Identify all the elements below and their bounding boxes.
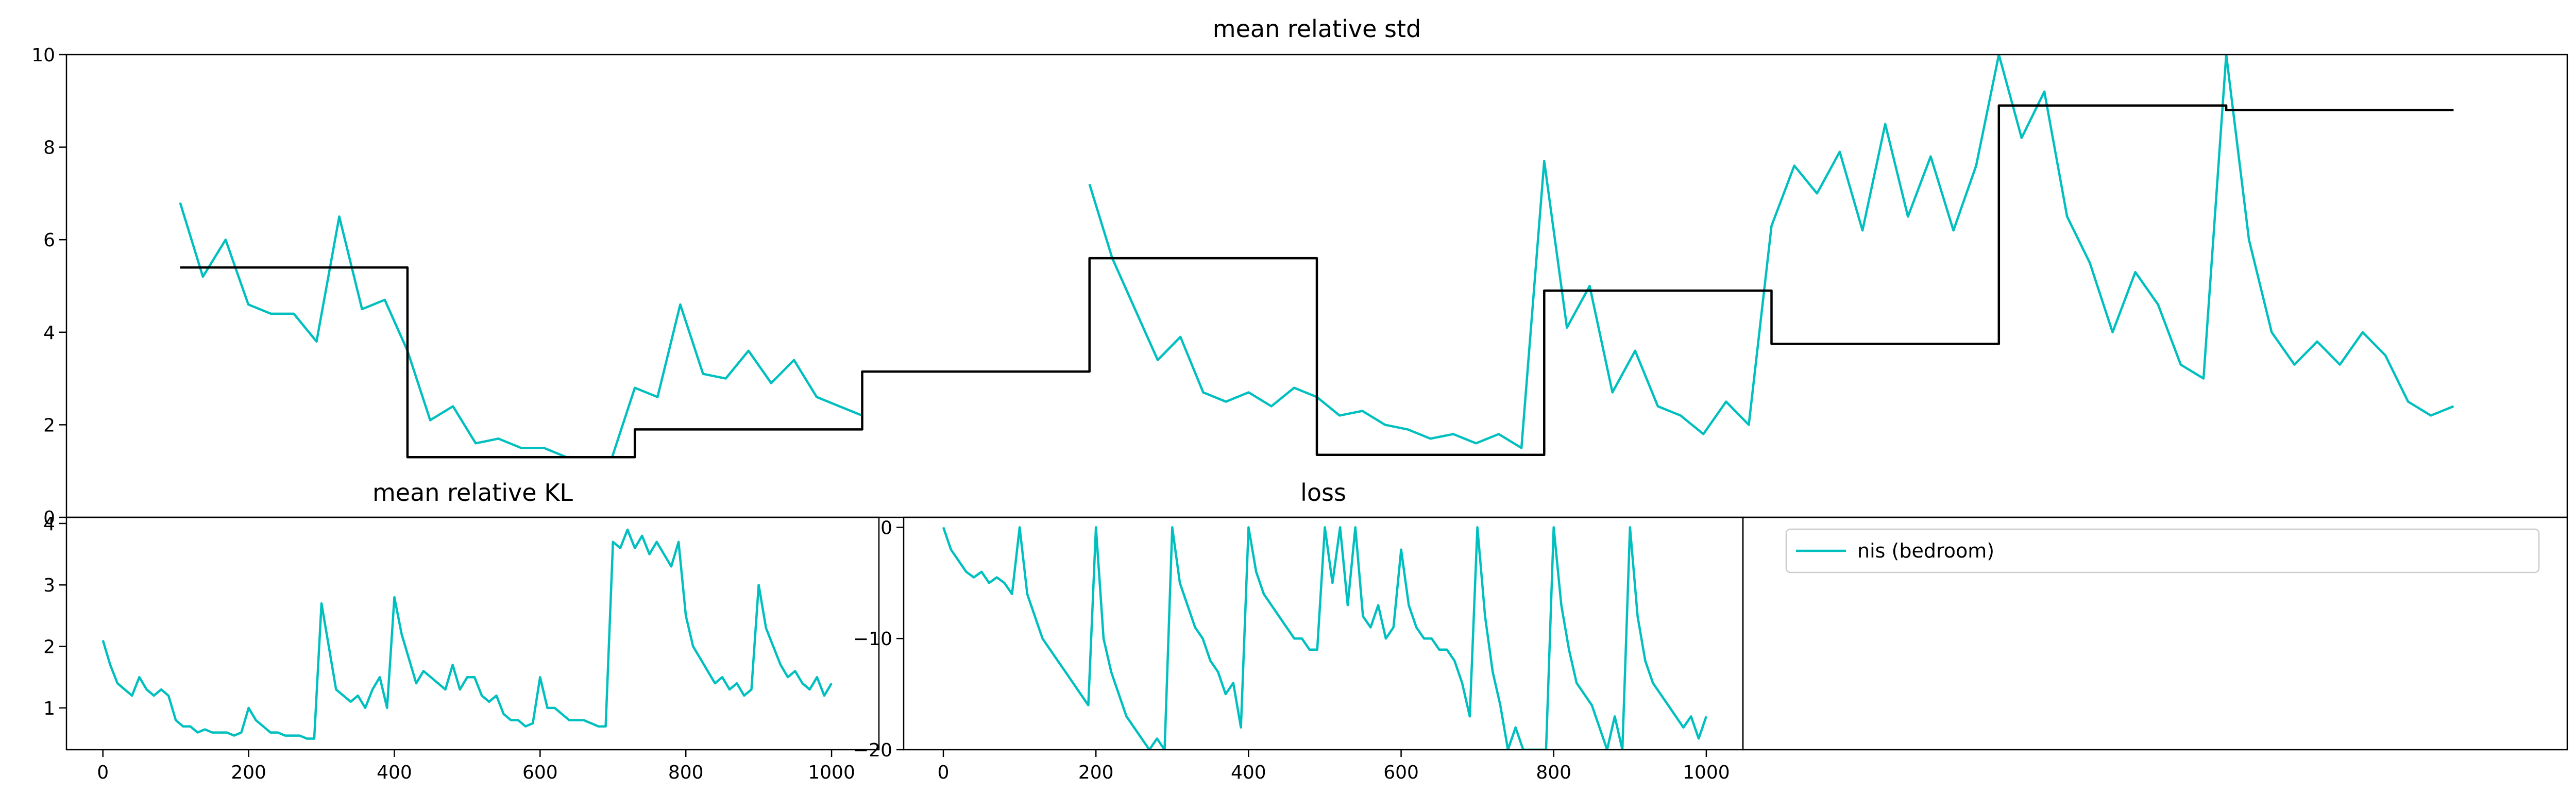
legend-label: nis (bedroom) bbox=[1857, 539, 1994, 562]
data-line bbox=[101, 528, 833, 740]
legend-box bbox=[1785, 528, 2540, 573]
y-tick-label: 6 bbox=[43, 230, 55, 251]
y-tick-label: 8 bbox=[43, 138, 55, 159]
y-tick-label: −10 bbox=[853, 629, 892, 650]
x-tick-label: 1000 bbox=[808, 762, 855, 783]
y-tick-label: 10 bbox=[31, 45, 55, 66]
x-tick-label: 800 bbox=[1536, 762, 1571, 783]
plot-area bbox=[179, 55, 2454, 459]
y-tick-label: 2 bbox=[43, 415, 55, 436]
x-tick-label: 200 bbox=[1078, 762, 1114, 783]
data-line bbox=[180, 104, 2454, 459]
axes-frame bbox=[903, 516, 1744, 751]
y-tick-label: 4 bbox=[43, 323, 55, 344]
plot-area bbox=[101, 528, 833, 740]
legend: nis (bedroom) bbox=[1785, 528, 2540, 573]
x-tick-label: 0 bbox=[938, 762, 950, 783]
data-line bbox=[942, 526, 1708, 750]
x-tick-label: 400 bbox=[377, 762, 412, 783]
chart-title: mean relative std bbox=[1213, 15, 1421, 43]
x-tick-label: 400 bbox=[1231, 762, 1266, 783]
axes-frame bbox=[65, 516, 880, 751]
chart-title: mean relative KL bbox=[372, 479, 573, 507]
x-tick-label: 600 bbox=[1383, 762, 1419, 783]
x-tick-label: 0 bbox=[97, 762, 109, 783]
x-tick-label: 800 bbox=[668, 762, 704, 783]
y-tick-label: 3 bbox=[43, 575, 55, 596]
y-tick-label: −20 bbox=[853, 740, 892, 761]
plot-area bbox=[942, 526, 1708, 750]
x-tick-label: 600 bbox=[522, 762, 558, 783]
chart-title: loss bbox=[1300, 479, 1346, 507]
y-tick-label: 1 bbox=[43, 698, 55, 719]
x-tick-label: 1000 bbox=[1683, 762, 1730, 783]
y-tick-label: 2 bbox=[43, 637, 55, 658]
y-tick-label: 0 bbox=[43, 508, 55, 529]
y-tick-label: 0 bbox=[880, 517, 892, 538]
y-tick-label: 4 bbox=[43, 514, 55, 535]
x-tick-label: 200 bbox=[231, 762, 266, 783]
